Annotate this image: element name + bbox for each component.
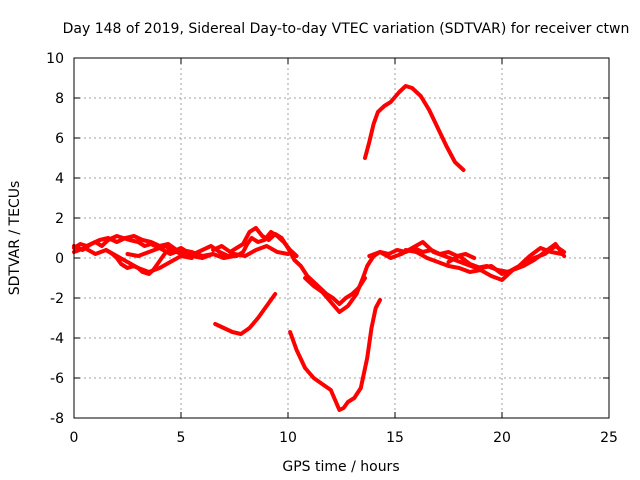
y-tick-label: 2 <box>55 211 64 227</box>
x-tick-label: 15 <box>386 430 404 446</box>
series-pass-4 <box>104 248 237 276</box>
series-pass-12 <box>213 292 278 336</box>
y-tick-label: 6 <box>55 131 64 147</box>
plot-frame <box>73 57 610 419</box>
y-tick-label: 4 <box>55 171 64 187</box>
y-tick-label: -6 <box>50 371 64 387</box>
y-tick-label: -4 <box>50 331 64 347</box>
chart-title: Day 148 of 2019, Sidereal Day-to-day VTE… <box>63 21 630 37</box>
series-pass-13 <box>288 298 382 412</box>
y-tick-label: 10 <box>46 51 64 67</box>
grid <box>73 57 610 419</box>
data-series <box>72 84 567 412</box>
x-axis-label: GPS time / hours <box>282 459 399 475</box>
y-tick-label: -2 <box>50 291 64 307</box>
tick-labels: 0 5 10 15 20 25 -8 -6 -4 -2 0 2 4 6 8 10 <box>46 51 618 446</box>
series-pass-7 <box>228 226 367 306</box>
series-pass-9 <box>367 240 564 274</box>
y-tick-label: 0 <box>55 251 64 267</box>
series-pass-2 <box>72 234 231 258</box>
x-tick-label: 0 <box>70 430 79 446</box>
x-tick-label: 20 <box>493 430 511 446</box>
x-tick-label: 25 <box>600 430 618 446</box>
series-pass-11 <box>446 242 567 276</box>
series-pass-5 <box>125 244 290 260</box>
y-tick-label: -8 <box>50 411 64 427</box>
y-tick-label: 8 <box>55 91 64 107</box>
y-axis-label: SDTVAR / TECUs <box>7 181 23 296</box>
series-pass-14 <box>363 84 466 172</box>
x-tick-label: 5 <box>177 430 186 446</box>
x-tick-label: 10 <box>279 430 297 446</box>
